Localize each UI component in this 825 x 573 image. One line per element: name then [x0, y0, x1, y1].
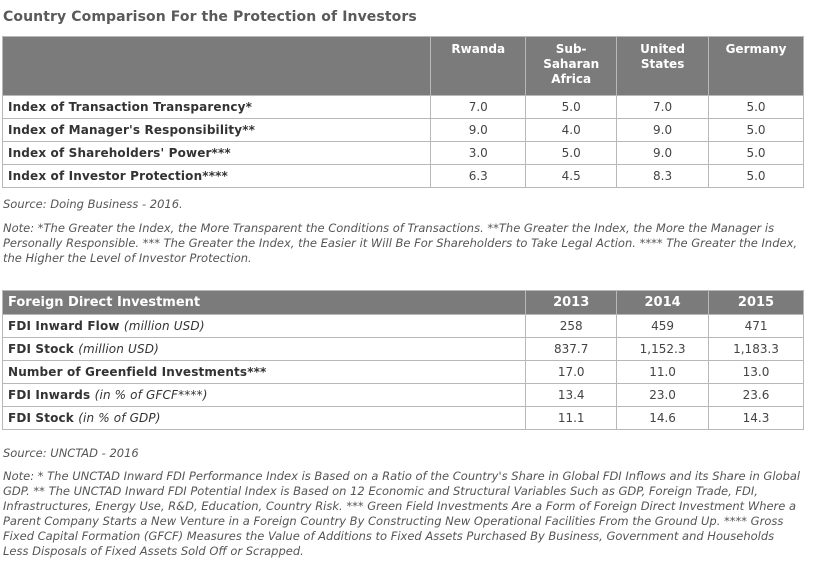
cell-value: 9.0 [616, 141, 710, 165]
cell-value: 258 [525, 314, 618, 338]
table-row: Index of Investor Protection**** 6.3 4.5… [1, 164, 804, 188]
table-row: Number of Greenfield Investments*** 17.0… [1, 360, 804, 384]
header-cell-2014: 2014 [616, 290, 710, 315]
cell-value: 5.0 [708, 118, 804, 142]
row-unit: (in % of GFCF****) [94, 388, 208, 402]
table-row: FDI Stock (in % of GDP) 11.1 14.6 14.3 [1, 406, 804, 430]
row-label-text: Number of Greenfield Investments*** [8, 365, 267, 379]
cell-value: 11.1 [525, 406, 618, 430]
row-unit: (million USD) [78, 342, 159, 356]
cell-value: 5.0 [525, 141, 618, 165]
footnote: Note: * The UNCTAD Inward FDI Performanc… [3, 469, 801, 558]
cell-value: 471 [708, 314, 804, 338]
table-row: Index of Shareholders' Power*** 3.0 5.0 … [1, 141, 804, 165]
row-label: Index of Manager's Responsibility** [1, 118, 432, 142]
row-unit: (in % of GDP) [78, 411, 161, 425]
header-line: United [640, 42, 686, 56]
row-label: FDI Inwards (in % of GFCF****) [1, 383, 527, 407]
footnote: Note: *The Greater the Index, the More T… [3, 221, 798, 265]
table-row: Index of Transaction Transparency* 7.0 5… [1, 95, 804, 119]
header-line: States [640, 57, 685, 71]
row-label: FDI Stock (in % of GDP) [1, 406, 527, 430]
table-row: FDI Stock (million USD) 837.7 1,152.3 1,… [1, 337, 804, 361]
source-note: Source: Doing Business - 2016. [3, 197, 183, 211]
header-line: Saharan [543, 57, 600, 71]
row-label: FDI Stock (million USD) [1, 337, 527, 361]
cell-value: 14.6 [616, 406, 710, 430]
row-label: Number of Greenfield Investments*** [1, 360, 527, 384]
cell-value: 7.0 [616, 95, 710, 119]
header-cell-2013: 2013 [525, 290, 618, 315]
cell-value: 3.0 [430, 141, 527, 165]
cell-value: 5.0 [525, 95, 618, 119]
cell-value: 13.0 [708, 360, 804, 384]
table-row: Index of Manager's Responsibility** 9.0 … [1, 118, 804, 142]
header-line: Sub- [555, 42, 587, 56]
row-label: Index of Transaction Transparency* [1, 95, 432, 119]
cell-value: 459 [616, 314, 710, 338]
row-label: Index of Shareholders' Power*** [1, 141, 432, 165]
cell-value: 1,152.3 [616, 337, 710, 361]
table-header-row: Foreign Direct Investment 2013 2014 2015 [1, 290, 804, 315]
header-cell-2015: 2015 [708, 290, 804, 315]
cell-value: 13.4 [525, 383, 618, 407]
header-cell-germany: Germany [708, 36, 804, 96]
header-cell-ssa: Sub- Saharan Africa [525, 36, 618, 96]
header-line: Africa [551, 72, 592, 86]
row-unit: (million USD) [123, 319, 205, 333]
cell-value: 8.3 [616, 164, 710, 188]
page-title: Country Comparison For the Protection of… [3, 9, 417, 25]
cell-value: 5.0 [708, 141, 804, 165]
header-cell-us: United States [616, 36, 710, 96]
table-row: FDI Inward Flow (million USD) 258 459 47… [1, 314, 804, 338]
investor-protection-table: Rwanda Sub- Saharan Africa United States… [1, 36, 804, 188]
cell-value: 23.6 [708, 383, 804, 407]
cell-value: 23.0 [616, 383, 710, 407]
cell-value: 9.0 [430, 118, 527, 142]
cell-value: 9.0 [616, 118, 710, 142]
row-label: FDI Inward Flow (million USD) [1, 314, 527, 338]
cell-value: 14.3 [708, 406, 804, 430]
header-line: Germany [725, 42, 787, 56]
cell-value: 837.7 [525, 337, 618, 361]
cell-value: 7.0 [430, 95, 527, 119]
table-header-row: Rwanda Sub- Saharan Africa United States… [1, 36, 804, 96]
row-label-text: FDI Inwards [8, 388, 91, 402]
cell-value: 6.3 [430, 164, 527, 188]
header-line: Rwanda [451, 42, 506, 56]
source-note: Source: UNCTAD - 2016 [3, 446, 139, 460]
fdi-table: Foreign Direct Investment 2013 2014 2015… [1, 290, 804, 430]
row-label-text: FDI Stock [8, 411, 74, 425]
cell-value: 5.0 [708, 95, 804, 119]
header-cell-fdi: Foreign Direct Investment [1, 290, 527, 315]
row-label-text: FDI Inward Flow [8, 319, 120, 333]
row-label-text: FDI Stock [8, 342, 74, 356]
cell-value: 4.0 [525, 118, 618, 142]
cell-value: 4.5 [525, 164, 618, 188]
header-cell-blank [1, 36, 432, 96]
cell-value: 5.0 [708, 164, 804, 188]
cell-value: 11.0 [616, 360, 710, 384]
table-row: FDI Inwards (in % of GFCF****) 13.4 23.0… [1, 383, 804, 407]
cell-value: 17.0 [525, 360, 618, 384]
header-cell-rwanda: Rwanda [430, 36, 527, 96]
row-label: Index of Investor Protection**** [1, 164, 432, 188]
cell-value: 1,183.3 [708, 337, 804, 361]
